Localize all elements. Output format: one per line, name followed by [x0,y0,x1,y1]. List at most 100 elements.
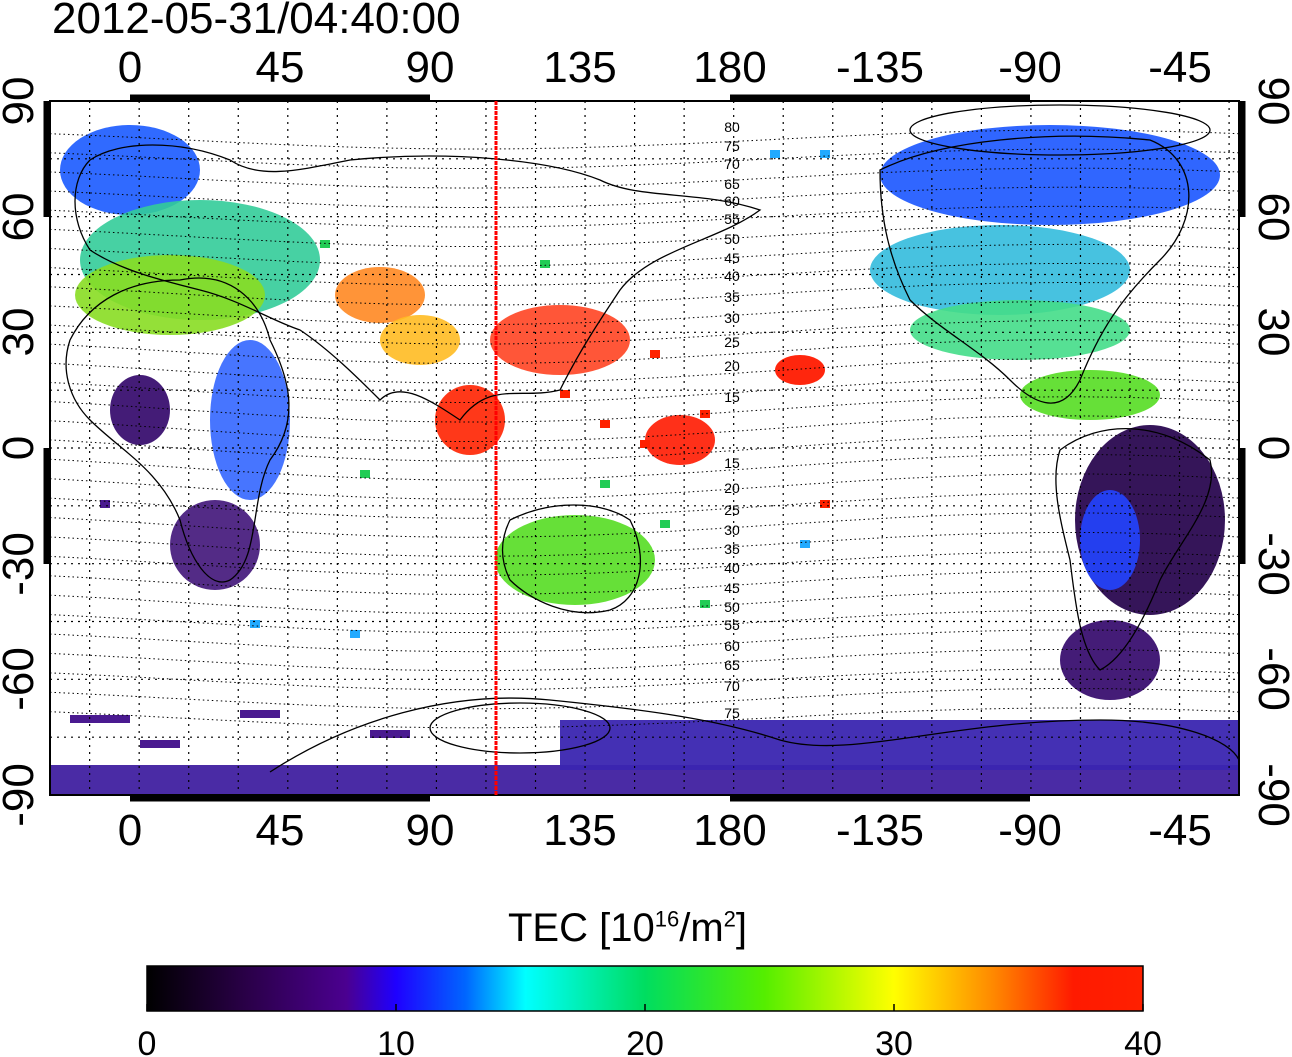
magnetic-contour [49,339,1240,364]
magnetic-contour [49,571,1240,595]
magnetic-contour [49,434,1240,462]
lon-tick-bottom: 135 [543,806,616,855]
magnetic-contour [49,473,1240,500]
magnetic-contour [49,668,1240,691]
contour-label: 30 [724,310,740,326]
magnetic-contour [49,649,1240,672]
lat-tick-right: 60 [1249,193,1292,242]
contour-label: 70 [724,156,740,172]
contour-label: 65 [724,657,740,673]
magnetic-contour [49,148,1240,169]
colorbar [146,965,1144,1012]
contour-label: 20 [724,358,740,374]
colorbar-tick-label: 30 [875,1025,913,1057]
lon-tick-top: -45 [1148,43,1212,92]
magnetic-contour [49,512,1240,538]
lat-tick-left: -60 [0,647,43,711]
lon-tick-top: 45 [256,43,305,92]
lon-tick-top: 90 [406,43,455,92]
magnetic-contour [49,415,1240,442]
contour-label: 25 [724,334,740,350]
lat-tick-right: -60 [1249,647,1292,711]
lat-tick-left: 30 [0,308,43,357]
lat-tick-right: 90 [1249,77,1292,126]
contour-label: 65 [724,176,740,192]
colorbar-tick-label: 0 [138,1025,157,1057]
contour-label: 55 [724,211,740,227]
lon-tick-top: 180 [693,43,766,92]
lon-tick-bottom: 0 [118,806,142,855]
magnetic-contour [49,629,1240,653]
colorbar-tick-label: 40 [1124,1025,1162,1057]
lat-tick-right: -30 [1249,532,1292,596]
magnetic-contour [49,224,1240,247]
lon-tick-top: 0 [118,43,142,92]
contour-label: 70 [724,678,740,694]
contour-label: 80 [724,119,740,135]
contour-label: 25 [724,502,740,518]
lat-tick-right: 0 [1249,436,1292,460]
lon-tick-bottom: 180 [693,806,766,855]
lat-tick-left: 0 [0,436,43,460]
lat-tick-right: 30 [1249,308,1292,357]
contour-label: 30 [724,522,740,538]
magnetic-contour [49,320,1240,345]
contour-label: 15 [724,455,740,471]
magnetic-contour [49,610,1240,633]
lon-tick-top: -90 [998,43,1062,92]
colorbar-tick-label: 10 [377,1025,415,1057]
magnetic-contour [49,205,1240,228]
magnetic-contour [49,167,1240,189]
lon-tick-bottom: 90 [406,806,455,855]
tec-data-layer [50,125,1239,795]
contour-label: 40 [724,560,740,576]
magnetic-contour [49,377,1240,403]
magnetic-contour [49,129,1240,150]
magnetic-contour [49,186,1240,208]
lon-tick-bottom: 45 [256,806,305,855]
contour-label: 15 [724,389,740,405]
contour-label: 45 [724,250,740,266]
lat-tick-right: -90 [1249,763,1292,827]
colorbar-title: TEC [1016/m2] [508,906,748,950]
contour-label: 55 [724,617,740,633]
contour-label: 75 [724,705,740,721]
contour-label: 50 [724,231,740,247]
contour-label: 50 [724,599,740,615]
magnetic-contour [49,243,1240,267]
contour-label: 20 [724,480,740,496]
magnetic-contour [49,396,1240,423]
contour-label: 60 [724,193,740,209]
magnetic-contour [49,688,1240,710]
magnetic-contour [49,590,1240,614]
magnetic-contour [49,493,1240,519]
lat-tick-left: 60 [0,193,43,242]
magnetic-contour [49,532,1240,557]
lat-tick-left: -30 [0,532,43,596]
contour-label: 40 [724,268,740,284]
contour-label: 35 [724,289,740,305]
magnetic-contour [49,454,1240,481]
contour-label: 45 [724,580,740,596]
magnetic-contour [49,358,1240,384]
timestamp-title: 2012-05-31/04:40:00 [52,0,461,43]
lat-tick-left: 90 [0,77,43,126]
colorbar-tick-label: 20 [626,1025,664,1057]
magnetic-contour [49,263,1240,286]
contour-label: 75 [724,138,740,154]
lon-tick-top: -135 [836,43,924,92]
magnetic-contour [49,551,1240,576]
lon-tick-top: 135 [543,43,616,92]
lon-tick-bottom: -45 [1148,806,1212,855]
lat-tick-left: -90 [0,763,43,827]
contour-label: 60 [724,638,740,654]
lon-tick-bottom: -90 [998,806,1062,855]
axis-tick-labels: 0 45 90 135 180 -135 -90 -450 45 90 135 180 -135 -90-… [0,43,1292,855]
contour-label: 35 [724,541,740,557]
coastlines [65,104,1240,773]
magnetic-contour [49,301,1240,325]
magnetic-contour [49,707,1240,729]
lon-tick-bottom: -135 [836,806,924,855]
